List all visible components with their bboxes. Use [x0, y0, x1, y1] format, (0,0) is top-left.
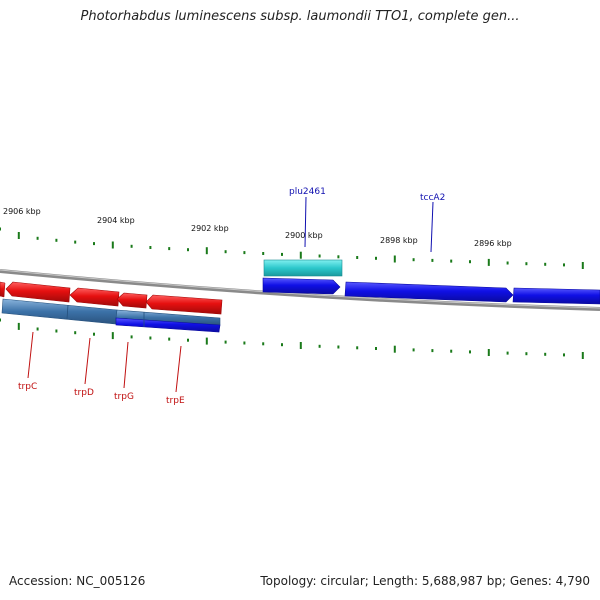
- scale-ticks-upper: [0, 227, 584, 269]
- leader-tccA2: [430, 201, 434, 253]
- map-title: Photorhabdus luminescens subsp. laumondi…: [80, 9, 520, 24]
- cds-band-trpG-trpE-lower[interactable]: [115, 317, 221, 333]
- gene-plu2461-cds[interactable]: [263, 259, 343, 277]
- scale-label-2896: 2896 kbp: [474, 239, 512, 248]
- gene-plu2461[interactable]: [262, 277, 341, 295]
- accession-label: Accession: NC_005126: [9, 574, 146, 588]
- gene-trpE[interactable]: [145, 294, 223, 315]
- leader-trpD: [84, 337, 91, 385]
- genome-backbone-highlight: [0, 269, 600, 309]
- gene-trpD[interactable]: [69, 287, 120, 307]
- scale-label-2900: 2900 kbp: [285, 231, 323, 240]
- gene-tccA2-part2[interactable]: [512, 287, 600, 305]
- gene-label-trpE[interactable]: trpE: [166, 396, 185, 406]
- scale-label-2906: 2906 kbp: [3, 207, 41, 216]
- leader-trpG: [123, 341, 129, 389]
- gene-label-tccA2[interactable]: tccA2: [420, 193, 445, 203]
- leader-plu2461: [304, 196, 307, 248]
- scale-ticks-lower: [0, 318, 584, 359]
- gene-trpG[interactable]: [116, 292, 148, 309]
- scale-label-2902: 2902 kbp: [191, 224, 229, 233]
- gene-label-trpG[interactable]: trpG: [114, 392, 134, 402]
- scale-label-2904: 2904 kbp: [97, 216, 135, 225]
- gene-label-trpC[interactable]: trpC: [18, 382, 37, 392]
- gene-label-trpD[interactable]: trpD: [74, 388, 94, 398]
- leader-trpC: [27, 331, 34, 379]
- genome-summary: Topology: circular; Length: 5,688,987 bp…: [260, 574, 590, 588]
- genome-backbone: [0, 269, 600, 311]
- leader-trpE: [175, 345, 182, 393]
- gene-label-plu2461[interactable]: plu2461: [289, 187, 326, 197]
- gene-trpC[interactable]: [5, 281, 71, 303]
- gene-left-edge-fragment[interactable]: [0, 281, 6, 298]
- scale-label-2898: 2898 kbp: [380, 236, 418, 245]
- cds-divider: [66, 304, 69, 320]
- gene-tccA2-part1[interactable]: [344, 281, 514, 303]
